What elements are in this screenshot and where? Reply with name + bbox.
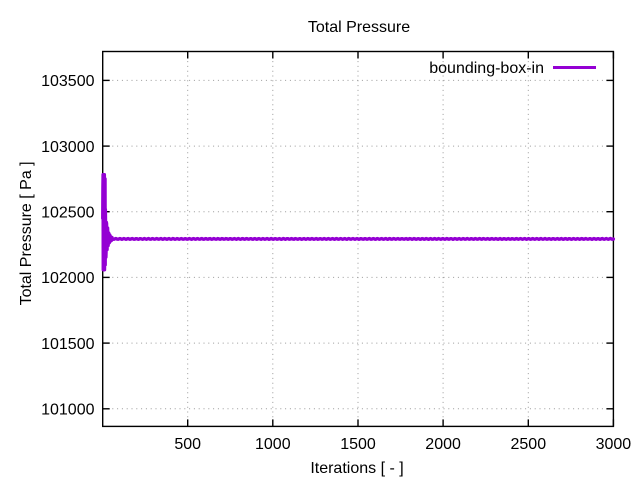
svg-text:2500: 2500: [511, 436, 547, 453]
svg-text:1500: 1500: [340, 436, 376, 453]
svg-text:500: 500: [174, 436, 201, 453]
svg-text:103500: 103500: [41, 73, 94, 90]
svg-text:Iterations [ - ]: Iterations [ - ]: [310, 460, 403, 477]
svg-text:Total Pressure [ Pa ]: Total Pressure [ Pa ]: [18, 161, 35, 305]
svg-text:101500: 101500: [41, 336, 94, 353]
svg-text:3000: 3000: [596, 436, 632, 453]
svg-text:bounding-box-in: bounding-box-in: [429, 60, 544, 77]
svg-text:2000: 2000: [425, 436, 461, 453]
svg-text:Total Pressure: Total Pressure: [308, 19, 410, 36]
svg-text:103000: 103000: [41, 139, 94, 156]
svg-text:1000: 1000: [255, 436, 291, 453]
svg-text:101000: 101000: [41, 401, 94, 418]
svg-text:102000: 102000: [41, 270, 94, 287]
svg-text:102500: 102500: [41, 204, 94, 221]
